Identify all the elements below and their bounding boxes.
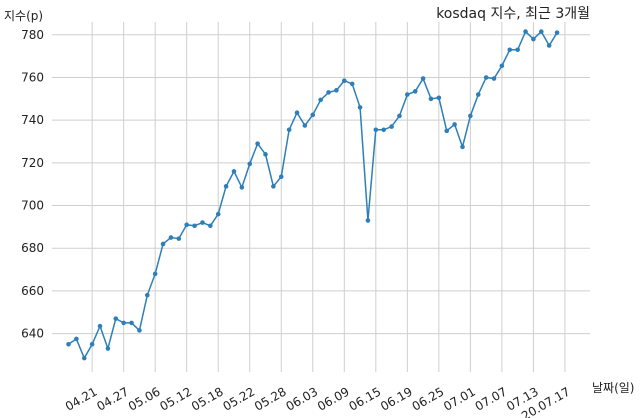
data-point: [278, 174, 284, 180]
data-point: [74, 336, 79, 342]
data-point: [160, 241, 166, 247]
data-point: [81, 355, 87, 361]
chart-title: kosdaq 지수, 최근 3개월: [436, 6, 590, 22]
data-point: [531, 36, 536, 42]
data-point: [255, 141, 260, 146]
data-point: [523, 29, 528, 34]
data-point: [310, 112, 316, 118]
x-tick-label: 06.03: [284, 384, 321, 413]
x-tick-label: 04.27: [94, 384, 131, 413]
y-tick-label: 640: [21, 327, 44, 341]
data-point: [357, 105, 363, 110]
data-point: [263, 152, 268, 157]
data-point: [491, 76, 497, 81]
data-point: [436, 95, 442, 101]
data-point: [231, 169, 237, 174]
data-point: [168, 235, 174, 240]
data-point: [507, 47, 513, 53]
y-tick-label: 780: [21, 28, 44, 42]
data-point: [546, 43, 552, 48]
data-point: [554, 30, 560, 35]
data-point: [389, 124, 394, 129]
data-point: [483, 75, 489, 80]
data-point: [381, 127, 387, 133]
data-point: [302, 123, 308, 128]
y-tick-label: 760: [21, 70, 44, 84]
data-point: [420, 76, 426, 81]
data-point: [334, 87, 339, 93]
data-points: [66, 29, 560, 361]
y-tick-label: 680: [21, 241, 44, 255]
data-point: [145, 292, 150, 298]
data-point: [192, 223, 197, 229]
data-point: [113, 316, 119, 321]
y-tick-label: 700: [21, 199, 44, 213]
data-point: [121, 320, 126, 326]
data-point: [475, 92, 481, 97]
horizontal-gridlines: [52, 34, 590, 335]
data-point: [271, 184, 276, 189]
x-tick-label: 06.25: [410, 384, 447, 413]
x-tick-label: 05.22: [220, 384, 257, 413]
data-point: [342, 78, 347, 83]
data-point: [137, 328, 142, 333]
data-point: [452, 122, 457, 127]
data-point: [539, 29, 544, 34]
data-point: [373, 127, 379, 133]
data-point: [89, 341, 95, 347]
x-tick-label: 06.09: [315, 384, 352, 413]
data-point: [66, 341, 71, 347]
data-point: [468, 113, 473, 119]
y-axis-label: 지수(p): [4, 9, 43, 23]
data-point: [247, 161, 253, 167]
y-axis-ticks: 640 660 680 700 720 740 760 780: [21, 28, 44, 341]
data-point: [428, 96, 434, 102]
data-point: [208, 223, 213, 229]
y-tick-label: 720: [21, 156, 44, 170]
data-point: [97, 323, 103, 329]
y-tick-label: 660: [21, 284, 44, 298]
data-point: [294, 110, 300, 115]
x-tick-label: 04.21: [63, 384, 100, 413]
data-point: [405, 92, 410, 97]
data-point: [184, 222, 189, 228]
vertical-gridlines: [91, 22, 566, 372]
x-tick-label: 06.19: [378, 384, 415, 413]
x-axis-label: 날짜(일): [592, 381, 634, 395]
data-point: [129, 320, 134, 326]
data-point: [200, 220, 205, 225]
x-tick-label: 06.15: [347, 384, 384, 413]
data-point: [444, 128, 450, 134]
data-point: [349, 81, 355, 87]
x-tick-label: 07.01: [441, 384, 478, 413]
data-point: [152, 271, 158, 277]
data-point: [397, 113, 402, 119]
data-point: [223, 184, 229, 189]
x-tick-label: 05.06: [126, 384, 163, 413]
data-point: [318, 97, 323, 103]
data-point: [239, 185, 245, 190]
data-point: [105, 346, 111, 351]
data-point: [460, 144, 465, 150]
data-point: [326, 90, 331, 95]
data-point: [365, 218, 371, 223]
data-point: [499, 63, 505, 69]
x-tick-label: 05.28: [252, 384, 289, 413]
data-point: [515, 47, 520, 53]
data-point: [176, 236, 182, 241]
x-tick-label: 07.07: [473, 384, 510, 413]
data-point: [286, 127, 292, 133]
data-point: [412, 89, 418, 94]
data-point: [215, 211, 221, 217]
x-tick-label: 05.18: [189, 384, 226, 413]
x-tick-label: 05.12: [157, 384, 194, 413]
y-tick-label: 740: [21, 113, 44, 127]
x-axis-ticks: 04.2104.2705.0605.1205.1805.2205.2806.03…: [63, 384, 573, 418]
